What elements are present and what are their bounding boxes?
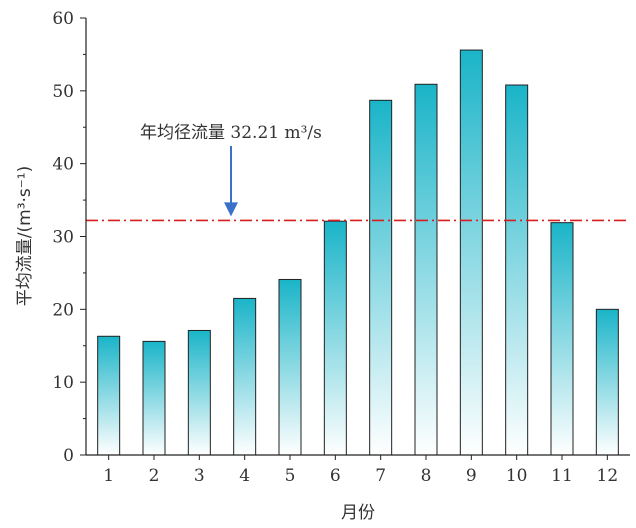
bar-month-5 <box>278 278 302 456</box>
x-tick-label: 11 <box>551 466 573 486</box>
arrow-down-icon <box>224 202 238 217</box>
y-tick-label: 40 <box>52 155 74 175</box>
x-axis-title: 月份 <box>341 503 375 523</box>
bar-month-12 <box>595 308 619 456</box>
y-tick-label: 50 <box>52 82 74 102</box>
bar-month-2 <box>142 340 166 456</box>
x-tick-label: 3 <box>194 466 205 486</box>
x-tick-label: 7 <box>375 466 386 486</box>
y-axis-title: 平均流量/(m³·s⁻¹) <box>15 166 35 306</box>
bar-month-7 <box>369 99 393 456</box>
bar-month-1 <box>97 335 121 456</box>
x-tick-label: 12 <box>597 466 619 486</box>
x-tick-label: 4 <box>239 466 250 486</box>
x-tick-label: 9 <box>466 466 477 486</box>
x-tick-label: 10 <box>506 466 528 486</box>
x-tick-label: 8 <box>421 466 432 486</box>
y-tick-label: 20 <box>52 300 74 320</box>
bar-month-3 <box>187 329 211 456</box>
bar-month-9 <box>459 49 483 456</box>
x-tick-label: 5 <box>285 466 296 486</box>
y-ticks-group: 0 10 20 30 40 50 60 <box>52 9 86 466</box>
y-tick-label: 60 <box>52 9 74 29</box>
bar-month-11 <box>550 222 574 456</box>
reference-annotation: 年均径流量 32.21 m³/s <box>140 123 322 143</box>
y-tick-label: 0 <box>63 446 74 466</box>
y-tick-label: 10 <box>52 373 74 393</box>
bar-month-10 <box>505 84 529 456</box>
y-tick-label: 30 <box>52 228 74 248</box>
x-tick-label: 6 <box>330 466 341 486</box>
x-tick-label: 1 <box>103 466 114 486</box>
bar-month-6 <box>323 220 347 456</box>
x-ticks-group: 1 2 3 4 5 6 7 8 9 10 11 12 <box>103 455 618 486</box>
x-tick-label: 2 <box>149 466 160 486</box>
bar-month-8 <box>414 83 438 456</box>
bar-month-4 <box>233 297 257 456</box>
bars-group <box>97 49 619 456</box>
reference-line-group <box>86 146 630 222</box>
